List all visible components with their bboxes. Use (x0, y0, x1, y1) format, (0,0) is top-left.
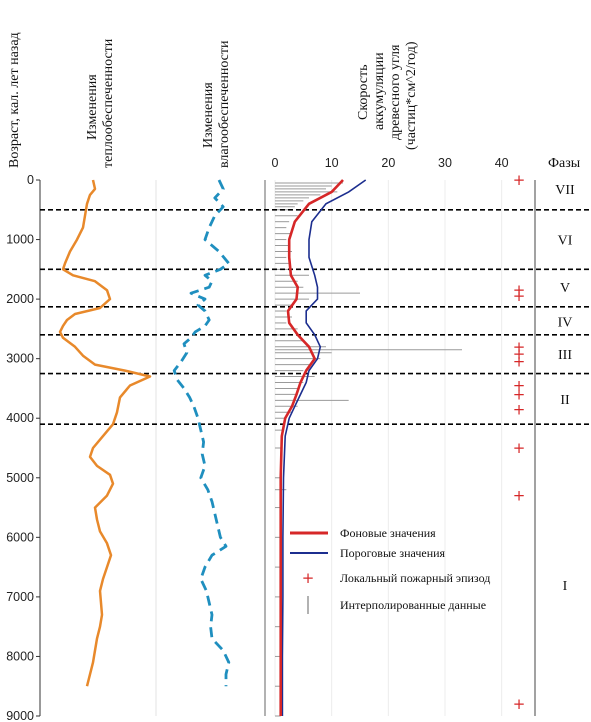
moisture-curve (172, 179, 231, 687)
moisture-title-line1: Изменения (201, 82, 216, 148)
y-tick-label: 4000 (6, 411, 34, 425)
phase-label: II (560, 393, 570, 408)
fire-episode-marker: + (513, 385, 526, 403)
phase-label: III (558, 348, 572, 363)
charcoal-title-line2: аккумуляции (372, 52, 387, 130)
fire-episode-marker: + (513, 487, 526, 505)
y-tick-label: 0 (27, 173, 34, 187)
charcoal-x-tick-label: 40 (495, 156, 509, 170)
phase-label: V (560, 281, 570, 296)
fire-episode-marker: + (513, 281, 526, 299)
charcoal-x-tick-label: 30 (438, 156, 452, 170)
heat-title-line1: Изменения (85, 74, 100, 140)
fire-episode-marker: + (513, 345, 526, 363)
charcoal-x-tick-label: 10 (325, 156, 339, 170)
legend: + Фоновые значения Пороговые значения Локал… (290, 526, 490, 614)
plot-area: 0 1000 2000 3000 4000 5000 6000 7000 8000 9000 0 10… (6, 156, 591, 722)
fire-episode-marker: + (513, 400, 526, 418)
legend-label-interpolated: Интерполированные данные (340, 598, 486, 612)
phase-label: VII (555, 183, 575, 198)
y-tick-label: 1000 (6, 233, 34, 247)
phase-label: VI (558, 234, 573, 249)
fire-episode-marker: + (513, 287, 526, 305)
fire-episode-marker: + (513, 338, 526, 356)
charcoal-title-line1: Скорость (356, 65, 371, 121)
heat-curve (58, 179, 152, 687)
threshold-line (281, 179, 367, 716)
charcoal-x-tick-label: 0 (272, 156, 279, 170)
charcoal-title-line4: (частиц*см^2/год) (404, 41, 419, 150)
legend-swatch-fire: + (302, 569, 315, 587)
fire-episode-marker: + (513, 171, 526, 189)
legend-label-threshold: Пороговые значения (340, 546, 446, 560)
background-line (279, 179, 344, 716)
y-tick-label: 7000 (6, 590, 34, 604)
y-tick-label: 6000 (6, 530, 34, 544)
legend-label-fire: Локальный пожарный эпизод (340, 571, 490, 585)
heat-title-line2: теплообеспеченности (101, 38, 116, 168)
phases-title: Фазы (548, 156, 581, 171)
y-tick-label: 9000 (6, 709, 34, 722)
fire-episode-marker: + (513, 695, 526, 713)
y-tick-label: 3000 (6, 352, 34, 366)
fire-episode-marker: + (513, 353, 526, 371)
moisture-title-line2: влагообеспеченности (217, 40, 232, 168)
y-tick-label: 2000 (6, 292, 34, 306)
y-tick-label: 5000 (6, 471, 34, 485)
phase-label: IV (558, 316, 573, 331)
fire-episode-marker: + (513, 439, 526, 457)
fire-episode-marker: + (513, 376, 526, 394)
charcoal-x-tick-label: 20 (381, 156, 395, 170)
legend-label-background: Фоновые значения (340, 526, 436, 540)
y-tick-label: 8000 (6, 649, 34, 663)
phase-label: I (563, 579, 568, 594)
y-axis-label: Возраст, кал. лет назад (7, 32, 22, 168)
charcoal-title-line3: древесного угля (388, 44, 403, 140)
